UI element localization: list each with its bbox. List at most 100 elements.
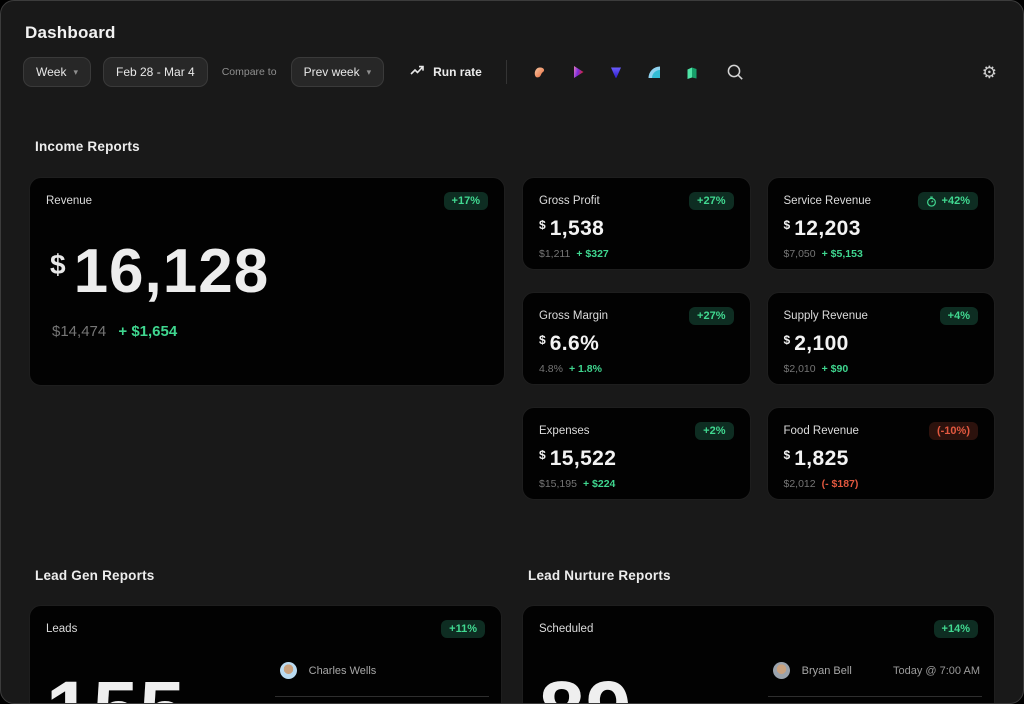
income-reports-heading: Income Reports: [35, 139, 140, 154]
service-revenue-card[interactable]: Service Revenue +42% $12,203 $7,050 + $5,…: [766, 177, 995, 270]
income-grid: Revenue +17% $16,128 $14,474 + $1,654 Gr…: [1, 177, 1023, 500]
row-divider: [767, 696, 982, 697]
card-number: 12,203: [794, 217, 861, 240]
header: Dashboard: [1, 1, 1023, 43]
person-name: Bryan Bell: [801, 664, 852, 677]
trend-badge: +14%: [933, 620, 978, 638]
settings-gear-icon[interactable]: ⚙: [981, 62, 997, 82]
card-label: Service Revenue: [783, 195, 872, 207]
delta-value: + $327: [576, 248, 609, 260]
trend-badge: +2%: [695, 422, 734, 440]
gross-margin-card[interactable]: Gross Margin +27% $6.6% 4.8% + 1.8%: [522, 292, 751, 385]
delta-value: + 1.8%: [568, 363, 602, 375]
card-label: Revenue: [46, 195, 93, 207]
card-number: 15,522: [549, 447, 617, 470]
revenue-card[interactable]: Revenue +17% $16,128 $14,474 + $1,654: [29, 177, 505, 386]
integration-quarter-circle-icon[interactable]: [635, 57, 673, 87]
delta-value: + $224: [582, 478, 616, 490]
avatar: [772, 662, 790, 679]
card-number: 6.6%: [549, 332, 600, 355]
currency-symbol: $: [50, 249, 66, 280]
integration-play-icon[interactable]: [559, 57, 597, 87]
delta-value: + $90: [821, 363, 849, 375]
lead-nurture-section: Lead Nurture Reports Scheduled +14% 89 B…: [522, 568, 995, 704]
revenue-value: $16,128: [50, 236, 488, 307]
leads-card[interactable]: Leads +11% 155 Charles Wells: [29, 605, 502, 704]
trend-badge: +17%: [443, 192, 488, 210]
compare-select-value: Prev week: [303, 65, 360, 79]
card-label: Food Revenue: [783, 425, 859, 437]
compare-to-label: Compare to: [221, 66, 277, 78]
avatar: [279, 662, 297, 679]
bottom-sections: Lead Gen Reports Leads +11% 155 Charles …: [1, 568, 1023, 704]
badge-text: +42%: [941, 195, 970, 207]
person-name: Charles Wells: [308, 664, 377, 677]
delta-value: + $1,654: [118, 323, 178, 340]
trend-badge: +27%: [689, 307, 734, 325]
currency-symbol: $: [539, 448, 546, 462]
card-label: Expenses: [539, 425, 590, 437]
page-title: Dashboard: [25, 23, 116, 42]
date-range-button[interactable]: Feb 28 - Mar 4: [103, 57, 208, 87]
lead-list-item[interactable]: Bryan Bell Today @ 7:00 AM: [772, 662, 980, 679]
date-range-value: Feb 28 - Mar 4: [116, 65, 195, 79]
period-select-value: Week: [36, 65, 67, 79]
integration-dough-icon[interactable]: [521, 57, 559, 87]
run-rate-toggle[interactable]: Run rate: [410, 64, 482, 80]
gross-profit-card[interactable]: Gross Profit +27% $1,538 $1,211 + $327: [522, 177, 751, 270]
toolbar-divider: [505, 60, 507, 84]
currency-symbol: $: [539, 333, 546, 347]
currency-symbol: $: [783, 333, 791, 347]
delta-value: + $5,153: [821, 248, 863, 260]
trend-badge: +4%: [939, 307, 978, 325]
trend-badge: +27%: [689, 192, 734, 210]
previous-value: $2,010: [783, 363, 816, 375]
previous-value: $14,474: [52, 323, 107, 340]
currency-symbol: $: [539, 218, 546, 232]
currency-symbol: $: [783, 448, 791, 462]
income-small-grid: Gross Profit +27% $1,538 $1,211 + $327 Se…: [522, 177, 995, 500]
stopwatch-icon: [926, 196, 936, 207]
integration-folder-icon[interactable]: [673, 57, 711, 87]
toolbar: Week ▾ Feb 28 - Mar 4 Compare to Prev we…: [1, 57, 1023, 87]
scheduled-count: 89: [539, 670, 632, 704]
trending-up-icon: [410, 64, 425, 80]
scheduled-time: Today @ 7:00 AM: [893, 664, 980, 677]
row-divider: [274, 696, 489, 697]
previous-value: $1,211: [539, 248, 571, 260]
scheduled-card[interactable]: Scheduled +14% 89 Bryan Bell Today @ 7:0…: [522, 605, 995, 704]
lead-gen-section: Lead Gen Reports Leads +11% 155 Charles …: [29, 568, 502, 704]
period-select[interactable]: Week ▾: [23, 57, 91, 87]
card-label: Supply Revenue: [783, 310, 868, 322]
card-number: 1,825: [794, 447, 849, 470]
revenue-comparison: $14,474 + $1,654: [52, 323, 488, 340]
delta-value: (- $187): [821, 478, 859, 490]
revenue-number: 16,128: [73, 237, 270, 306]
currency-symbol: $: [783, 218, 791, 232]
leads-count: 155: [46, 670, 186, 704]
integration-cone-icon[interactable]: [597, 57, 635, 87]
search-icon: [727, 64, 743, 80]
compare-select[interactable]: Prev week ▾: [290, 57, 385, 87]
trend-badge: +11%: [441, 620, 485, 638]
expenses-card[interactable]: Expenses +2% $15,522 $15,195 + $224: [522, 407, 751, 500]
lead-list-item[interactable]: Charles Wells: [279, 662, 487, 679]
card-number: 1,538: [549, 217, 605, 240]
card-label: Scheduled: [539, 623, 594, 635]
run-rate-label: Run rate: [433, 65, 482, 79]
previous-value: $15,195: [539, 478, 577, 490]
previous-value: 4.8%: [539, 363, 563, 375]
card-label: Gross Profit: [539, 195, 600, 207]
search-button[interactable]: [717, 57, 753, 87]
supply-revenue-card[interactable]: Supply Revenue +4% $2,100 $2,010 + $90: [766, 292, 995, 385]
card-number: 2,100: [794, 332, 849, 355]
trend-badge: +42%: [917, 192, 978, 210]
card-label: Gross Margin: [539, 310, 609, 322]
previous-value: $7,050: [783, 248, 816, 260]
previous-value: $2,012: [783, 478, 816, 490]
trend-badge: (-10%): [928, 422, 978, 440]
chevron-down-icon: ▾: [73, 66, 78, 77]
food-revenue-card[interactable]: Food Revenue (-10%) $1,825 $2,012 (- $187…: [766, 407, 995, 500]
card-label: Leads: [46, 623, 78, 635]
